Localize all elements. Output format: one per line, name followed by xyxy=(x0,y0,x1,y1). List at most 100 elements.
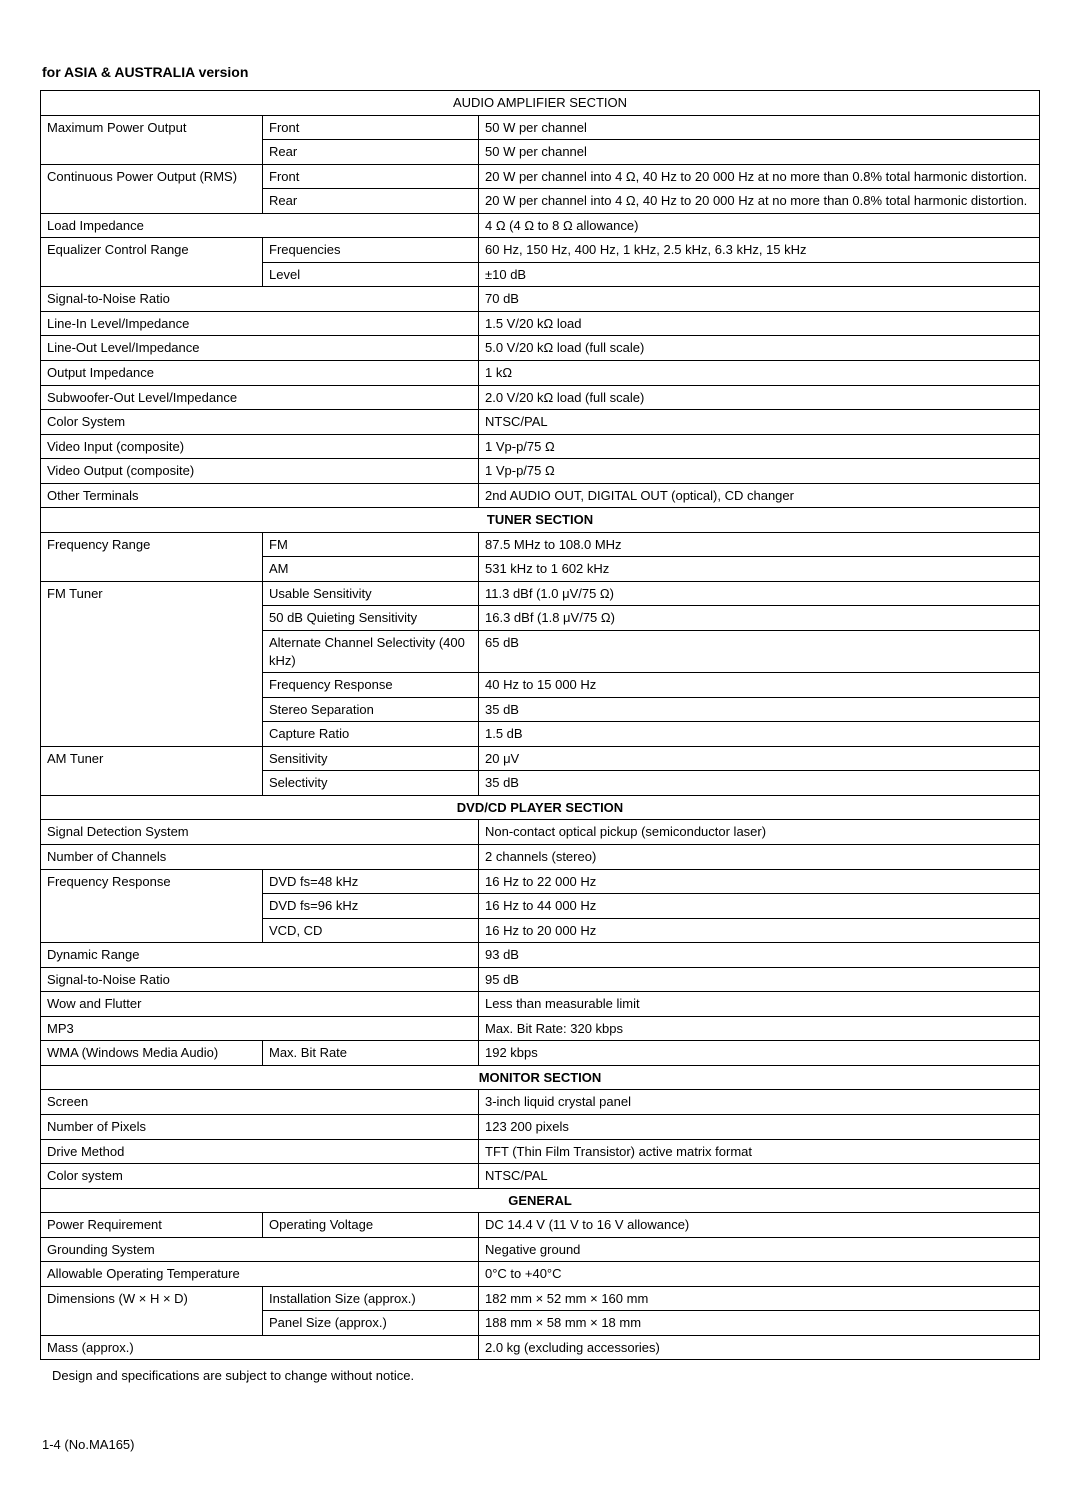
spec-param: Number of Pixels xyxy=(41,1114,479,1139)
spec-param: Line-Out Level/Impedance xyxy=(41,336,479,361)
spec-subparam: Capture Ratio xyxy=(263,722,479,747)
spec-param: Color system xyxy=(41,1164,479,1189)
spec-param: Drive Method xyxy=(41,1139,479,1164)
spec-param: Maximum Power Output xyxy=(41,115,263,164)
spec-value: 2.0 V/20 kΩ load (full scale) xyxy=(479,385,1040,410)
spec-value: 11.3 dBf (1.0 μV/75 Ω) xyxy=(479,581,1040,606)
spec-param: Load Impedance xyxy=(41,213,479,238)
spec-subparam: Sensitivity xyxy=(263,746,479,771)
spec-param: Color System xyxy=(41,410,479,435)
spec-value: 35 dB xyxy=(479,771,1040,796)
spec-value: Max. Bit Rate: 320 kbps xyxy=(479,1016,1040,1041)
table-row: MONITOR SECTION xyxy=(41,1065,1040,1090)
spec-param: Other Terminals xyxy=(41,483,479,508)
spec-value: 95 dB xyxy=(479,967,1040,992)
spec-value: 192 kbps xyxy=(479,1041,1040,1066)
table-row: Signal-to-Noise Ratio70 dB xyxy=(41,287,1040,312)
spec-subparam: DVD fs=48 kHz xyxy=(263,869,479,894)
spec-value: 50 W per channel xyxy=(479,140,1040,165)
table-row: TUNER SECTION xyxy=(41,508,1040,533)
spec-param: AM Tuner xyxy=(41,746,263,795)
spec-value: 1 Vp-p/75 Ω xyxy=(479,459,1040,484)
section-header: MONITOR SECTION xyxy=(41,1065,1040,1090)
spec-value: TFT (Thin Film Transistor) active matrix… xyxy=(479,1139,1040,1164)
table-row: Power RequirementOperating VoltageDC 14.… xyxy=(41,1213,1040,1238)
spec-param: Mass (approx.) xyxy=(41,1335,479,1360)
table-row: Frequency RangeFM87.5 MHz to 108.0 MHz xyxy=(41,532,1040,557)
spec-subparam: Usable Sensitivity xyxy=(263,581,479,606)
table-row: Other Terminals2nd AUDIO OUT, DIGITAL OU… xyxy=(41,483,1040,508)
section-header: GENERAL xyxy=(41,1188,1040,1213)
table-row: Frequency ResponseDVD fs=48 kHz16 Hz to … xyxy=(41,869,1040,894)
spec-subparam: DVD fs=96 kHz xyxy=(263,894,479,919)
spec-param: Output Impedance xyxy=(41,361,479,386)
spec-value: DC 14.4 V (11 V to 16 V allowance) xyxy=(479,1213,1040,1238)
spec-value: 20 W per channel into 4 Ω, 40 Hz to 20 0… xyxy=(479,189,1040,214)
footnote: Design and specifications are subject to… xyxy=(40,1368,1040,1383)
section-header: AUDIO AMPLIFIER SECTION xyxy=(41,91,1040,116)
section-header: TUNER SECTION xyxy=(41,508,1040,533)
spec-param: Subwoofer-Out Level/Impedance xyxy=(41,385,479,410)
spec-param: Dynamic Range xyxy=(41,943,479,968)
spec-param: Video Input (composite) xyxy=(41,434,479,459)
spec-subparam: Front xyxy=(263,115,479,140)
spec-param: Equalizer Control Range xyxy=(41,238,263,287)
spec-subparam: Rear xyxy=(263,140,479,165)
spec-value: 1.5 dB xyxy=(479,722,1040,747)
spec-subparam: Rear xyxy=(263,189,479,214)
spec-param: Frequency Response xyxy=(41,869,263,943)
table-row: Continuous Power Output (RMS)Front20 W p… xyxy=(41,164,1040,189)
spec-param: FM Tuner xyxy=(41,581,263,746)
spec-param: Screen xyxy=(41,1090,479,1115)
spec-subparam: Stereo Separation xyxy=(263,697,479,722)
spec-value: 93 dB xyxy=(479,943,1040,968)
spec-value: 182 mm × 52 mm × 160 mm xyxy=(479,1286,1040,1311)
spec-value: 65 dB xyxy=(479,631,1040,673)
section-header: DVD/CD PLAYER SECTION xyxy=(41,795,1040,820)
spec-subparam: Panel Size (approx.) xyxy=(263,1311,479,1336)
spec-value: Non-contact optical pickup (semiconducto… xyxy=(479,820,1040,845)
table-row: Color SystemNTSC/PAL xyxy=(41,410,1040,435)
spec-value: 40 Hz to 15 000 Hz xyxy=(479,673,1040,698)
spec-value: 16 Hz to 22 000 Hz xyxy=(479,869,1040,894)
table-row: DVD/CD PLAYER SECTION xyxy=(41,795,1040,820)
spec-value: 4 Ω (4 Ω to 8 Ω allowance) xyxy=(479,213,1040,238)
table-row: FM TunerUsable Sensitivity11.3 dBf (1.0 … xyxy=(41,581,1040,606)
spec-value: NTSC/PAL xyxy=(479,1164,1040,1189)
spec-subparam: AM xyxy=(263,557,479,582)
table-row: Wow and FlutterLess than measurable limi… xyxy=(41,992,1040,1017)
spec-value: 531 kHz to 1 602 kHz xyxy=(479,557,1040,582)
spec-value: 188 mm × 58 mm × 18 mm xyxy=(479,1311,1040,1336)
spec-value: 70 dB xyxy=(479,287,1040,312)
page-title: for ASIA & AUSTRALIA version xyxy=(40,64,1040,80)
spec-value: 20 μV xyxy=(479,746,1040,771)
spec-param: Wow and Flutter xyxy=(41,992,479,1017)
spec-param: Allowable Operating Temperature xyxy=(41,1262,479,1287)
table-row: Drive MethodTFT (Thin Film Transistor) a… xyxy=(41,1139,1040,1164)
spec-param: Video Output (composite) xyxy=(41,459,479,484)
table-row: Maximum Power OutputFront50 W per channe… xyxy=(41,115,1040,140)
spec-param: Power Requirement xyxy=(41,1213,263,1238)
spec-value: 1 kΩ xyxy=(479,361,1040,386)
table-row: GENERAL xyxy=(41,1188,1040,1213)
spec-subparam: Max. Bit Rate xyxy=(263,1041,479,1066)
spec-param: Dimensions (W × H × D) xyxy=(41,1286,263,1335)
spec-value: 3-inch liquid crystal panel xyxy=(479,1090,1040,1115)
table-row: Number of Pixels123 200 pixels xyxy=(41,1114,1040,1139)
spec-value: Less than measurable limit xyxy=(479,992,1040,1017)
spec-value: 16 Hz to 20 000 Hz xyxy=(479,918,1040,943)
table-row: AUDIO AMPLIFIER SECTION xyxy=(41,91,1040,116)
spec-subparam: 50 dB Quieting Sensitivity xyxy=(263,606,479,631)
table-row: Number of Channels2 channels (stereo) xyxy=(41,844,1040,869)
spec-value: 20 W per channel into 4 Ω, 40 Hz to 20 0… xyxy=(479,164,1040,189)
spec-param: WMA (Windows Media Audio) xyxy=(41,1041,263,1066)
spec-subparam: Operating Voltage xyxy=(263,1213,479,1238)
table-row: Dynamic Range93 dB xyxy=(41,943,1040,968)
table-row: Color systemNTSC/PAL xyxy=(41,1164,1040,1189)
table-row: Grounding SystemNegative ground xyxy=(41,1237,1040,1262)
spec-value: Negative ground xyxy=(479,1237,1040,1262)
spec-param: Number of Channels xyxy=(41,844,479,869)
spec-subparam: Front xyxy=(263,164,479,189)
spec-param: MP3 xyxy=(41,1016,479,1041)
spec-param: Frequency Range xyxy=(41,532,263,581)
